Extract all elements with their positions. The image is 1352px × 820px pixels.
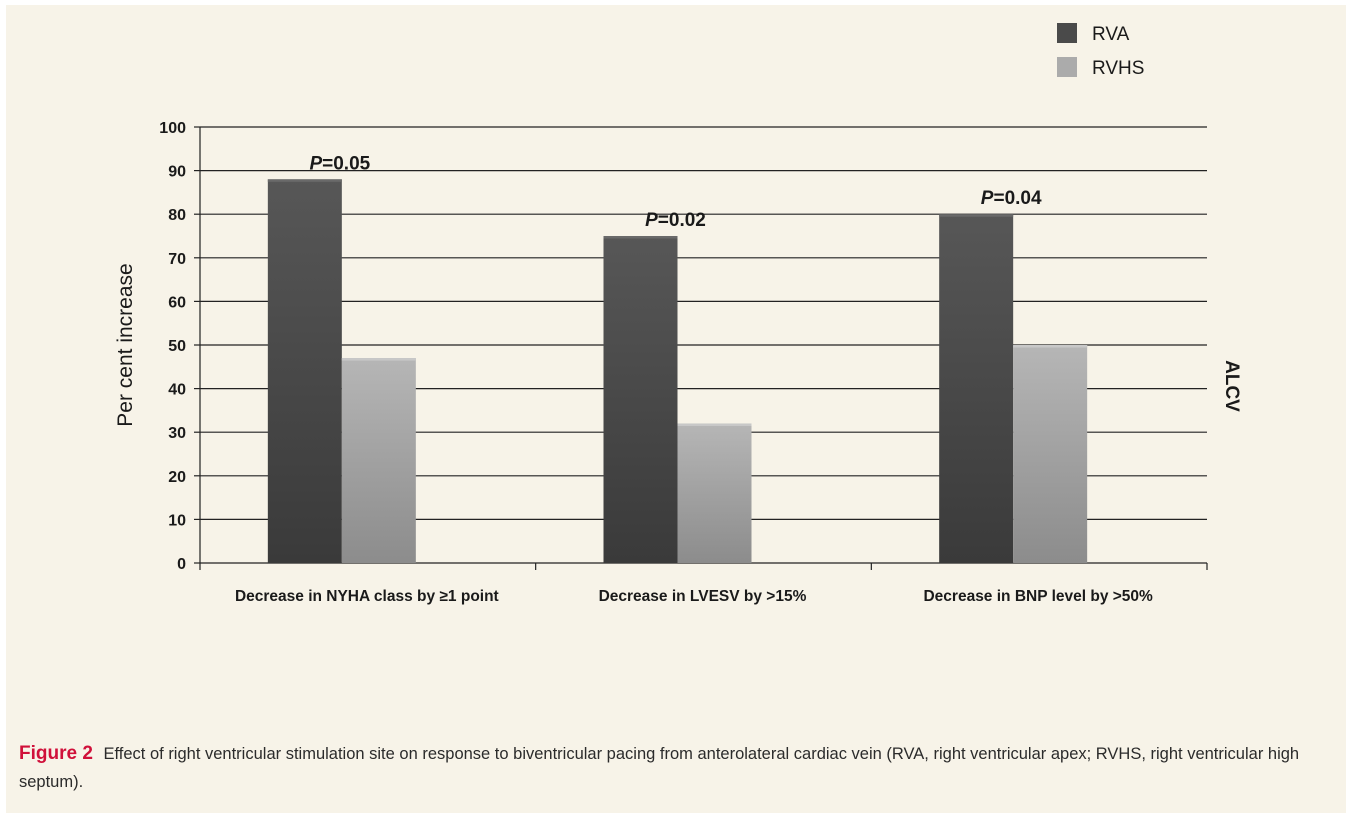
- bar-top-rva-0: [267, 179, 342, 182]
- legend-label-rvhs: RVHS: [1092, 58, 1144, 79]
- legend-label-rva: RVA: [1092, 24, 1130, 45]
- side-label: ALCV: [1221, 360, 1242, 412]
- category-label-1: Decrease in LVESV by >15%: [599, 588, 807, 605]
- bar-top-rva-1: [603, 236, 678, 239]
- p-value-number: =0.04: [993, 188, 1042, 209]
- bar-top-rvhs-2: [1013, 345, 1088, 348]
- bar-rva-1: [603, 236, 678, 563]
- bar-rva-2: [939, 214, 1014, 563]
- bar-rvhs-1: [677, 423, 752, 563]
- bar-rvhs-2: [1013, 345, 1088, 563]
- p-value-annotations: P=0.05P=0.02P=0.04: [309, 153, 1042, 231]
- p-value-symbol: P: [309, 153, 322, 174]
- category-label-0: Decrease in NYHA class by ≥1 point: [235, 588, 499, 605]
- p-value-symbol: P: [981, 188, 994, 209]
- p-value-label-1: P=0.02: [645, 210, 706, 231]
- ytick-label-80: 80: [168, 207, 186, 224]
- bar-rvhs-0: [341, 358, 416, 563]
- figure-label: Figure 2: [19, 743, 93, 764]
- y-axis-label: Per cent increase: [114, 263, 137, 426]
- y-axis-ticks: 0 10 20 30 40 50 60 70 80 90 100: [159, 120, 186, 573]
- legend: RVA RVHS: [1057, 23, 1144, 79]
- p-value-number: =0.02: [658, 210, 706, 231]
- ytick-label-50: 50: [168, 338, 186, 355]
- ytick-label-90: 90: [168, 164, 186, 181]
- ytick-label-10: 10: [168, 512, 186, 529]
- p-value-label-2: P=0.04: [981, 188, 1042, 209]
- category-labels: Decrease in NYHA class by ≥1 point Decrea…: [235, 588, 1153, 605]
- p-value-number: =0.05: [322, 153, 371, 174]
- ytick-label-40: 40: [168, 382, 186, 399]
- category-label-2: Decrease in BNP level by >50%: [923, 588, 1153, 605]
- ytick-label-70: 70: [168, 251, 186, 268]
- ytick-label-0: 0: [177, 556, 186, 573]
- legend-swatch-rva: [1057, 23, 1077, 43]
- ytick-label-20: 20: [168, 469, 186, 486]
- caption-text: Effect of right ventricular stimulation …: [19, 745, 1300, 791]
- legend-swatch-rvhs: [1057, 57, 1077, 77]
- p-value-symbol: P: [645, 210, 658, 231]
- ytick-label-60: 60: [168, 294, 186, 311]
- bar-top-rvhs-0: [341, 358, 416, 361]
- ytick-label-100: 100: [159, 120, 186, 137]
- bar-top-rvhs-1: [677, 423, 752, 426]
- bar-top-rva-2: [939, 214, 1014, 217]
- bars: [267, 179, 1088, 563]
- bar-rva-0: [267, 179, 342, 563]
- p-value-label-0: P=0.05: [309, 153, 370, 174]
- ytick-label-30: 30: [168, 425, 186, 442]
- figure-caption: Figure 2 Effect of right ventricular sti…: [19, 740, 1339, 796]
